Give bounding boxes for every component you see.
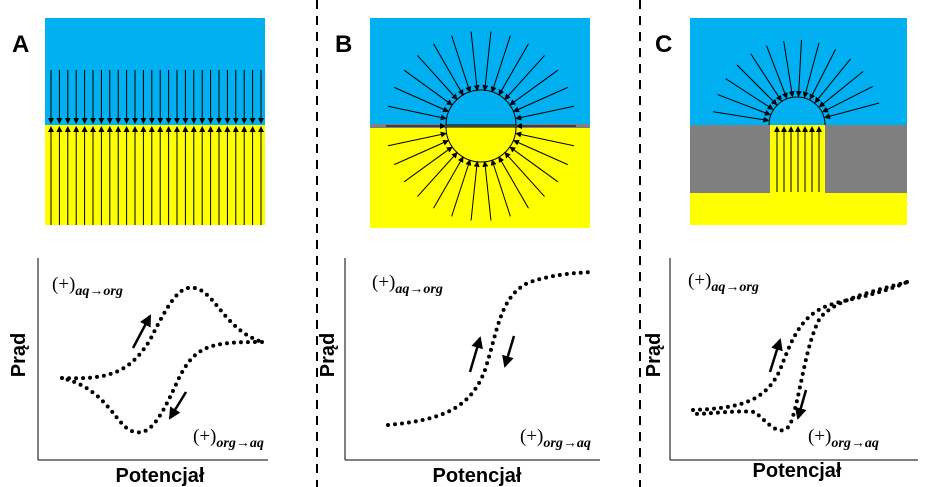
figure: A B C Prąd Prąd Prąd Potencjał Potencjał… xyxy=(0,0,925,487)
direction-label: (+)org→aq xyxy=(808,426,879,451)
scan-arrow xyxy=(470,338,480,372)
label-main: (+) xyxy=(193,426,216,447)
direction-label: (+)org→aq xyxy=(193,426,264,451)
label-main: (+) xyxy=(808,426,831,447)
y-axis-label: Prąd xyxy=(8,333,30,377)
aqueous-phase xyxy=(45,18,265,125)
direction-label: (+)aq→org xyxy=(688,270,759,295)
label-sub: org→aq xyxy=(216,436,263,451)
label-sub: aq→org xyxy=(711,280,758,295)
scan-arrow xyxy=(170,392,186,418)
reverse-scan xyxy=(62,342,262,432)
forward-scan xyxy=(62,288,262,379)
label-sub: org→aq xyxy=(831,436,878,451)
label-sub: org→aq xyxy=(543,436,590,451)
label-main: (+) xyxy=(372,272,395,293)
label-sub: aq→org xyxy=(395,282,442,297)
label-sub: aq→org xyxy=(75,284,122,299)
scan-arrow xyxy=(770,340,780,372)
direction-label: (+)aq→org xyxy=(52,274,123,299)
y-axis-label: Prąd xyxy=(643,333,665,377)
x-axis-label: Potencjał xyxy=(433,465,522,487)
forward-scan xyxy=(693,282,907,410)
direction-label: (+)aq→org xyxy=(372,272,443,297)
panel-letter: A xyxy=(12,31,29,58)
x-axis-label: Potencjał xyxy=(116,465,205,487)
direction-label: (+)org→aq xyxy=(520,426,591,451)
x-axis-label: Potencjał xyxy=(753,460,842,482)
panel-letter: C xyxy=(655,31,672,58)
label-main: (+) xyxy=(52,274,75,295)
organic-phase xyxy=(45,125,265,225)
aqueous-phase xyxy=(690,18,907,125)
y-axis-label: Prąd xyxy=(317,333,339,377)
scan-arrow xyxy=(505,336,514,366)
organic-phase xyxy=(690,193,907,225)
label-main: (+) xyxy=(688,270,711,291)
panel-letter: B xyxy=(335,31,352,58)
label-main: (+) xyxy=(520,426,543,447)
